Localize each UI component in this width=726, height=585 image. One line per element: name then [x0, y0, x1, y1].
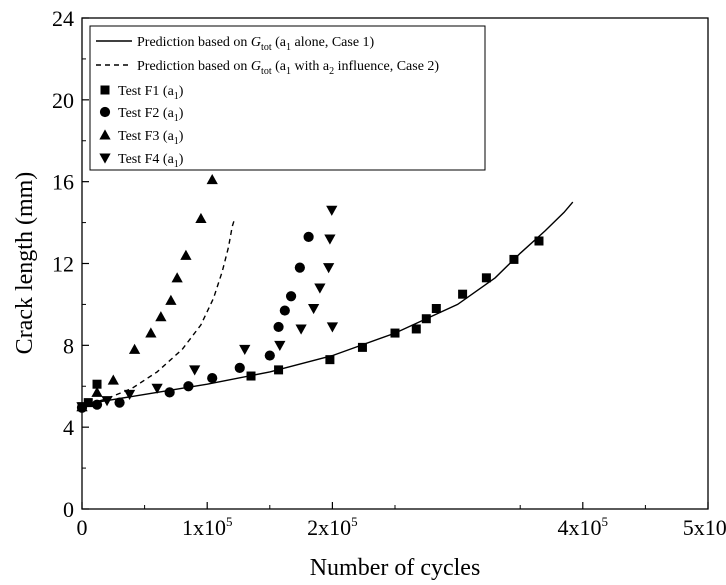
data-point [183, 381, 194, 392]
legend-marker [100, 85, 110, 95]
data-point [357, 342, 367, 352]
data-point [411, 324, 421, 334]
data-point [180, 249, 192, 260]
data-point [155, 311, 167, 322]
y-tick-label: 24 [52, 6, 74, 31]
legend-item: Test F4 (a1) [99, 152, 184, 170]
data-point [509, 254, 519, 264]
data-point [421, 314, 431, 324]
series-5 [76, 173, 218, 412]
data-point [195, 212, 207, 223]
series-line [81, 201, 574, 406]
data-point [151, 383, 163, 394]
data-point [189, 365, 201, 376]
data-point [101, 396, 113, 407]
legend-item: Prediction based on Gtot (a1 with a2 inf… [96, 59, 439, 77]
data-point [234, 362, 245, 373]
data-point [91, 399, 103, 410]
data-point [114, 397, 125, 408]
axis-ticks: 0 1x105 2x105 4x105 5x105 0 4 8 12 16 20 24 [52, 6, 726, 540]
data-point [285, 291, 297, 302]
y-tick-label: 20 [52, 88, 74, 113]
legend-item: Test F2 (a1) [99, 106, 184, 124]
series-layer [76, 173, 574, 413]
data-point [83, 398, 93, 408]
y-tick-label: 12 [52, 252, 74, 277]
x-tick-label: 2x105 [307, 514, 358, 540]
data-point [431, 304, 441, 314]
y-axis-title: Crack length (mm) [12, 172, 38, 355]
series-line [81, 220, 235, 408]
data-point [326, 322, 339, 333]
data-point [145, 327, 157, 338]
data-point [534, 236, 544, 246]
legend-label: Test F3 (a1) [118, 129, 184, 147]
series-3 [77, 236, 544, 412]
data-point [91, 386, 103, 397]
legend-marker [99, 153, 111, 164]
x-tick-label: 1x105 [182, 514, 233, 540]
data-point [274, 365, 284, 375]
legend-marker [99, 129, 111, 140]
data-point [123, 389, 136, 401]
series-4 [76, 231, 314, 413]
data-point [279, 305, 290, 316]
data-point [326, 205, 338, 216]
legend-label: Prediction based on Gtot (a1 with a2 inf… [137, 59, 439, 77]
legend-item: Test F3 (a1) [99, 129, 184, 147]
data-point [274, 340, 286, 351]
series-2 [81, 220, 235, 408]
y-tick-label: 0 [63, 497, 74, 522]
legend-label: Test F2 (a1) [118, 106, 184, 124]
data-point [171, 272, 183, 283]
data-point [164, 387, 175, 398]
data-point [239, 344, 251, 356]
data-point [107, 374, 119, 385]
data-point [307, 304, 320, 315]
y-tick-label: 4 [63, 415, 74, 440]
series-6 [76, 205, 339, 413]
legend-marker [99, 106, 111, 118]
y-tick-label: 8 [63, 333, 74, 358]
data-point [458, 289, 468, 299]
series-1 [81, 201, 574, 406]
data-point [92, 379, 102, 389]
legend-label: Prediction based on Gtot (a1 alone, Case… [137, 35, 375, 53]
data-point [390, 328, 400, 338]
x-tick-label: 5x105 [683, 514, 726, 540]
data-point [128, 343, 141, 354]
data-point [206, 173, 218, 185]
legend-label: Test F4 (a1) [118, 152, 184, 170]
x-tick-label: 0 [77, 515, 88, 540]
legend-item: Test F1 (a1) [100, 84, 184, 102]
data-point [324, 234, 336, 245]
x-tick-label: 4x105 [558, 514, 609, 540]
data-point [295, 324, 307, 335]
data-point [76, 402, 88, 413]
data-point [303, 231, 314, 243]
legend-box [89, 25, 486, 171]
legend: Prediction based on Gtot (a1 alone, Case… [89, 25, 486, 171]
x-axis-title: Number of cycles [310, 555, 481, 581]
data-point [165, 294, 177, 305]
legend-label: Test F1 (a1) [118, 84, 184, 102]
data-point [294, 262, 305, 273]
legend-item: Prediction based on Gtot (a1 alone, Case… [96, 35, 375, 53]
data-point [273, 321, 284, 333]
data-point [207, 372, 218, 384]
y-tick-label: 16 [52, 170, 74, 195]
data-point [264, 350, 275, 361]
data-point [481, 273, 491, 283]
data-point [325, 355, 335, 365]
data-point [314, 283, 326, 294]
data-point [246, 371, 256, 381]
data-point [323, 263, 335, 274]
